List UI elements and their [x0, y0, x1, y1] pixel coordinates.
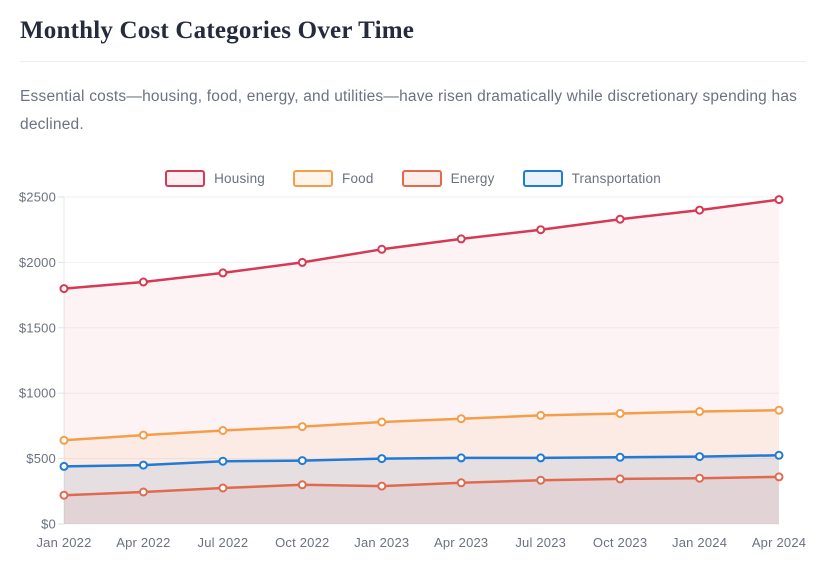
point-food-apr-2022[interactable]: [138, 430, 148, 440]
x-tick-label: Oct 2022: [275, 535, 329, 550]
point-energy-jan-2022[interactable]: [59, 490, 69, 500]
chart-canvas: $0 $500 $1000 $1500 $2000 $2500 Jan 2022 Apr 20…: [0, 190, 826, 571]
point-transportation-apr-2023[interactable]: [456, 453, 466, 463]
y-tick-label: $2000: [19, 255, 56, 270]
point-food-jul-2023[interactable]: [536, 410, 546, 420]
x-tick-label: Oct 2023: [593, 535, 647, 550]
point-housing-jan-2023[interactable]: [377, 244, 387, 254]
point-transportation-jul-2022[interactable]: [218, 456, 228, 466]
legend-swatch-transportation: [522, 169, 563, 187]
page-title: Monthly Cost Categories Over Time: [20, 17, 415, 44]
legend-swatch-food: [293, 169, 334, 187]
divider: [20, 61, 806, 62]
x-tick-label: Jan 2023: [354, 535, 409, 550]
point-transportation-jan-2023[interactable]: [377, 454, 387, 464]
x-tick-label: Jul 2023: [515, 535, 566, 550]
point-transportation-oct-2022[interactable]: [297, 456, 307, 466]
legend-item-energy[interactable]: Energy: [401, 169, 495, 187]
line-transportation: [62, 454, 781, 468]
point-energy-apr-2023[interactable]: [456, 478, 466, 488]
point-energy-jan-2023[interactable]: [377, 481, 387, 491]
y-tick-label: $0: [41, 517, 56, 532]
y-tick-label: $2500: [19, 191, 56, 205]
point-energy-oct-2022[interactable]: [297, 480, 307, 490]
legend-label: Transportation: [571, 170, 661, 186]
legend: Housing Food Energy Transportation: [0, 169, 826, 187]
x-tick-label: Jan 2022: [36, 535, 91, 550]
point-energy-jul-2022[interactable]: [218, 483, 228, 493]
point-transportation-oct-2023[interactable]: [615, 452, 625, 462]
x-tick-label: Jul 2022: [198, 535, 249, 550]
point-food-jan-2024[interactable]: [695, 407, 705, 416]
line-food: [62, 408, 781, 442]
x-tick-label: Jan 2024: [672, 535, 727, 550]
point-food-oct-2023[interactable]: [615, 409, 625, 418]
point-housing-jan-2024[interactable]: [695, 205, 705, 215]
point-housing-jul-2023[interactable]: [536, 225, 546, 235]
chart-svg: $0 $500 $1000 $1500 $2000 $2500 Jan 2022 Apr 20…: [19, 190, 806, 551]
point-food-apr-2024[interactable]: [774, 405, 784, 415]
point-transportation-apr-2024[interactable]: [774, 450, 784, 460]
x-tick-label: Apr 2024: [752, 535, 806, 550]
line-energy: [62, 475, 781, 497]
point-housing-apr-2022[interactable]: [138, 277, 148, 287]
y-tick-label: $1500: [19, 320, 56, 335]
point-transportation-jan-2024[interactable]: [695, 452, 705, 462]
legend-item-food[interactable]: Food: [293, 169, 374, 187]
x-tick-label: Apr 2022: [116, 535, 170, 550]
legend-label: Housing: [214, 170, 266, 186]
point-energy-jul-2023[interactable]: [536, 475, 546, 485]
point-energy-oct-2023[interactable]: [615, 474, 625, 484]
y-tick-label: $500: [26, 451, 56, 466]
point-transportation-jan-2022[interactable]: [59, 461, 69, 471]
chart-description: Essential costs—housing, food, energy, a…: [20, 88, 798, 133]
point-transportation-apr-2022[interactable]: [138, 460, 148, 470]
point-energy-apr-2022[interactable]: [138, 487, 148, 497]
point-food-apr-2023[interactable]: [456, 414, 466, 424]
point-food-jan-2023[interactable]: [377, 417, 387, 427]
legend-item-housing[interactable]: Housing: [165, 169, 266, 187]
legend-item-transportation[interactable]: Transportation: [522, 169, 661, 187]
legend-swatch-housing: [165, 169, 206, 187]
point-energy-apr-2024[interactable]: [774, 472, 784, 482]
point-food-oct-2022[interactable]: [297, 422, 307, 432]
point-housing-oct-2023[interactable]: [615, 214, 625, 224]
point-energy-jan-2024[interactable]: [695, 473, 705, 483]
point-housing-apr-2024[interactable]: [774, 195, 784, 205]
legend-swatch-energy: [401, 169, 442, 187]
x-tick-label: Apr 2023: [434, 535, 488, 550]
area-housing: [64, 199, 779, 524]
point-transportation-jul-2023[interactable]: [536, 453, 546, 463]
legend-label: Food: [342, 170, 374, 186]
point-food-jul-2022[interactable]: [218, 426, 228, 435]
y-tick-label: $1000: [19, 386, 56, 401]
point-housing-jan-2022[interactable]: [59, 284, 69, 294]
area-transportation: [64, 455, 779, 524]
point-housing-jul-2022[interactable]: [218, 268, 228, 278]
area-energy: [64, 476, 779, 524]
point-food-jan-2022[interactable]: [59, 435, 69, 445]
point-housing-apr-2023[interactable]: [456, 234, 466, 244]
legend-label: Energy: [450, 170, 495, 186]
point-housing-oct-2022[interactable]: [297, 257, 307, 267]
area-food: [64, 410, 779, 524]
line-housing: [62, 198, 781, 290]
header: Monthly Cost Categories Over Time Essent…: [0, 0, 826, 139]
